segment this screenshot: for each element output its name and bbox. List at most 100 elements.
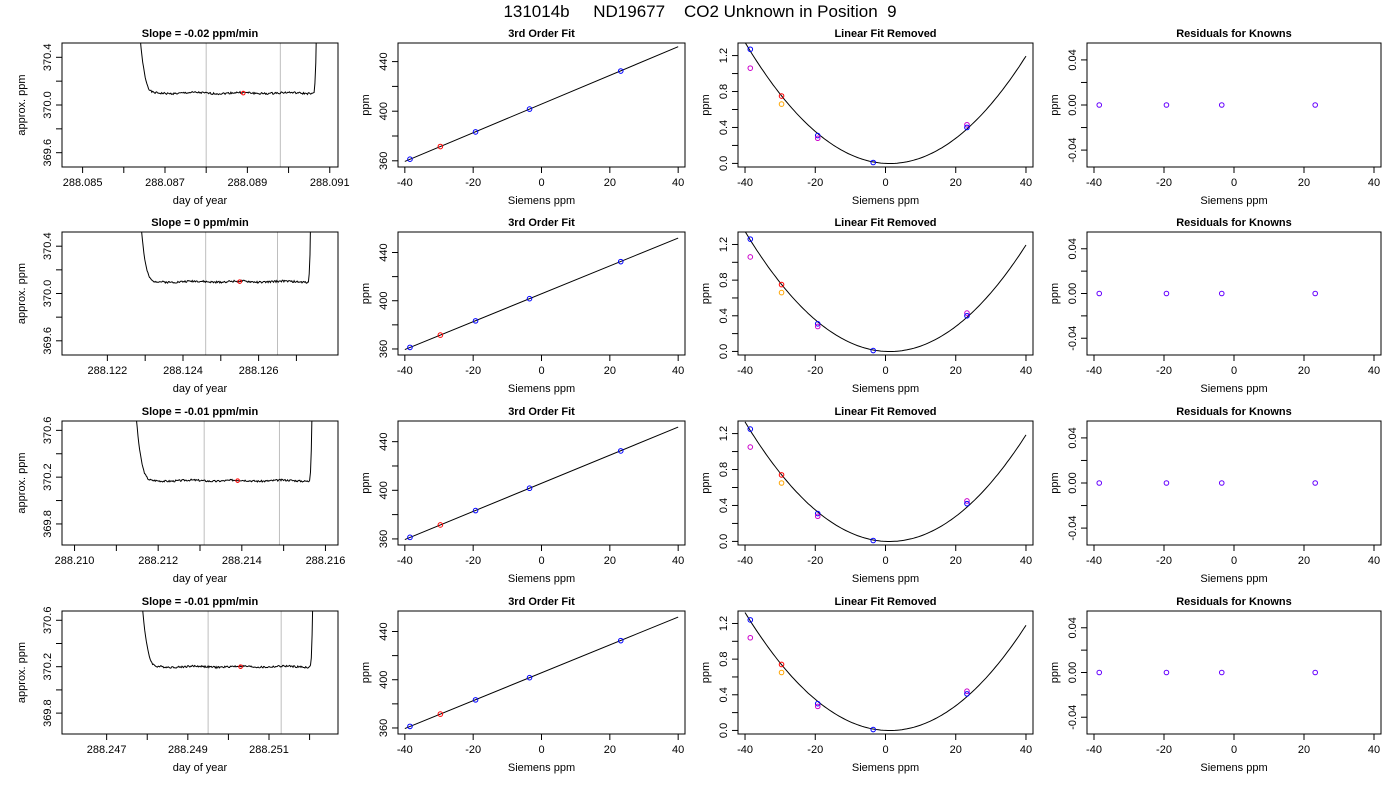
plot-area <box>1096 669 1318 676</box>
panel-fit-row2: 3rd Order Fit -40 -20 0 20 40 360 400 440 Siemens… <box>360 217 686 395</box>
data-point <box>1096 480 1103 486</box>
panel-frame <box>397 42 686 168</box>
x-tick-label: 0 <box>538 177 544 189</box>
x-axis-label: day of year <box>173 762 228 774</box>
data-point <box>747 617 754 623</box>
y-axis-label: ppm <box>360 94 372 115</box>
y-tick-label: 360 <box>378 152 390 170</box>
x-tick-label: 40 <box>1368 365 1380 377</box>
panel-frame <box>737 420 1034 546</box>
y-tick-label: 0.8 <box>718 462 730 477</box>
y-axis-label: approx. ppm <box>16 263 28 324</box>
panel-frame <box>61 610 339 735</box>
x-tick-label: 288.085 <box>63 177 103 189</box>
data-point <box>814 510 821 517</box>
y-tick-label: 400 <box>378 671 390 689</box>
x-tick-label: -40 <box>397 744 413 756</box>
x-axis-label: Siemens ppm <box>852 762 919 774</box>
data-point <box>814 323 821 330</box>
y-axis-label: ppm <box>700 283 712 304</box>
data-point <box>472 507 479 514</box>
trace-line <box>140 43 317 96</box>
y-tick-label: 360 <box>378 340 390 358</box>
x-tick-label: 20 <box>1298 365 1310 377</box>
fit-curve <box>744 232 1027 352</box>
data-point <box>964 691 970 697</box>
x-tick-label: 0 <box>538 744 544 756</box>
panel-title: Slope = -0.01 ppm/min <box>142 596 259 608</box>
x-tick-label: -40 <box>737 177 753 189</box>
panel-frame <box>1086 420 1382 546</box>
y-tick-label: 0.8 <box>718 84 730 99</box>
data-point <box>437 143 444 150</box>
x-tick-label: 288.091 <box>310 177 350 189</box>
data-point <box>407 534 413 541</box>
x-tick-label: -40 <box>737 365 753 377</box>
x-tick-label: -20 <box>807 555 823 567</box>
data-point <box>407 156 413 162</box>
x-axis-label: day of year <box>173 573 228 585</box>
fit-curve <box>744 421 1027 542</box>
y-tick-label: 0.04 <box>1067 427 1079 448</box>
data-point <box>778 289 785 296</box>
y-tick-label: 360 <box>378 719 390 737</box>
data-point <box>1312 480 1318 486</box>
y-tick-label: 0.04 <box>1067 617 1079 638</box>
panel-fit-row3: 3rd Order Fit -40 -20 0 20 40 360 400 440 Siemens… <box>360 406 686 585</box>
x-tick-label: 0 <box>1231 744 1237 756</box>
trace-line <box>141 232 311 284</box>
data-point <box>964 124 970 131</box>
x-tick-label: 20 <box>604 555 616 567</box>
panel-linear-removed-row2: Linear Fit Removed -40 -20 0 20 40 0.0 0.4 0.8 1.… <box>700 217 1034 395</box>
y-tick-label: 0.04 <box>1067 49 1079 70</box>
x-tick-label: -20 <box>807 177 823 189</box>
x-tick-label: 40 <box>1020 365 1032 377</box>
x-tick-label: 20 <box>1298 177 1310 189</box>
y-tick-label: 1.2 <box>718 48 730 63</box>
panel-frame <box>737 610 1034 735</box>
data-point <box>778 472 785 478</box>
data-point <box>437 332 444 338</box>
data-point <box>747 65 754 71</box>
y-axis-label: ppm <box>360 472 372 493</box>
y-tick-label: 360 <box>378 530 390 548</box>
x-tick-label: 20 <box>950 177 962 189</box>
data-point <box>870 726 877 733</box>
data-point <box>617 68 624 74</box>
panel-title: 3rd Order Fit <box>508 28 575 40</box>
x-tick-label: 40 <box>672 177 684 189</box>
data-point <box>964 498 970 504</box>
data-point <box>747 634 754 641</box>
x-tick-label: -40 <box>397 177 413 189</box>
x-tick-label: -20 <box>807 744 823 756</box>
plot-area <box>744 612 1027 733</box>
panel-frame <box>737 42 1034 168</box>
data-point <box>617 637 624 644</box>
x-tick-label: 40 <box>672 744 684 756</box>
data-point <box>1163 480 1170 486</box>
data-point <box>747 46 754 53</box>
trace-marker <box>238 664 243 669</box>
x-tick-label: 20 <box>604 744 616 756</box>
y-tick-label: 0.00 <box>1067 662 1079 683</box>
data-point <box>778 93 785 99</box>
data-point <box>1163 290 1170 297</box>
fit-curve <box>744 612 1027 731</box>
panel-frame <box>1086 231 1382 356</box>
data-point <box>1163 669 1170 676</box>
panel-residuals-row4: Residuals for Knowns -40 -20 0 20 40 -0.04 0.00… <box>1049 596 1382 774</box>
panel-frame <box>397 610 686 735</box>
y-tick-label: 1.2 <box>718 426 730 441</box>
panel-title: Linear Fit Removed <box>834 596 936 608</box>
panel-frame <box>1086 610 1382 735</box>
data-point <box>778 281 785 288</box>
data-point <box>526 674 533 681</box>
trace-line <box>142 611 314 670</box>
plot-area <box>1096 290 1318 297</box>
data-point <box>814 135 821 142</box>
x-tick-label: -40 <box>397 555 413 567</box>
panel-title: 3rd Order Fit <box>508 596 575 608</box>
y-axis-label: approx. ppm <box>16 452 28 513</box>
plot-area <box>141 232 311 355</box>
